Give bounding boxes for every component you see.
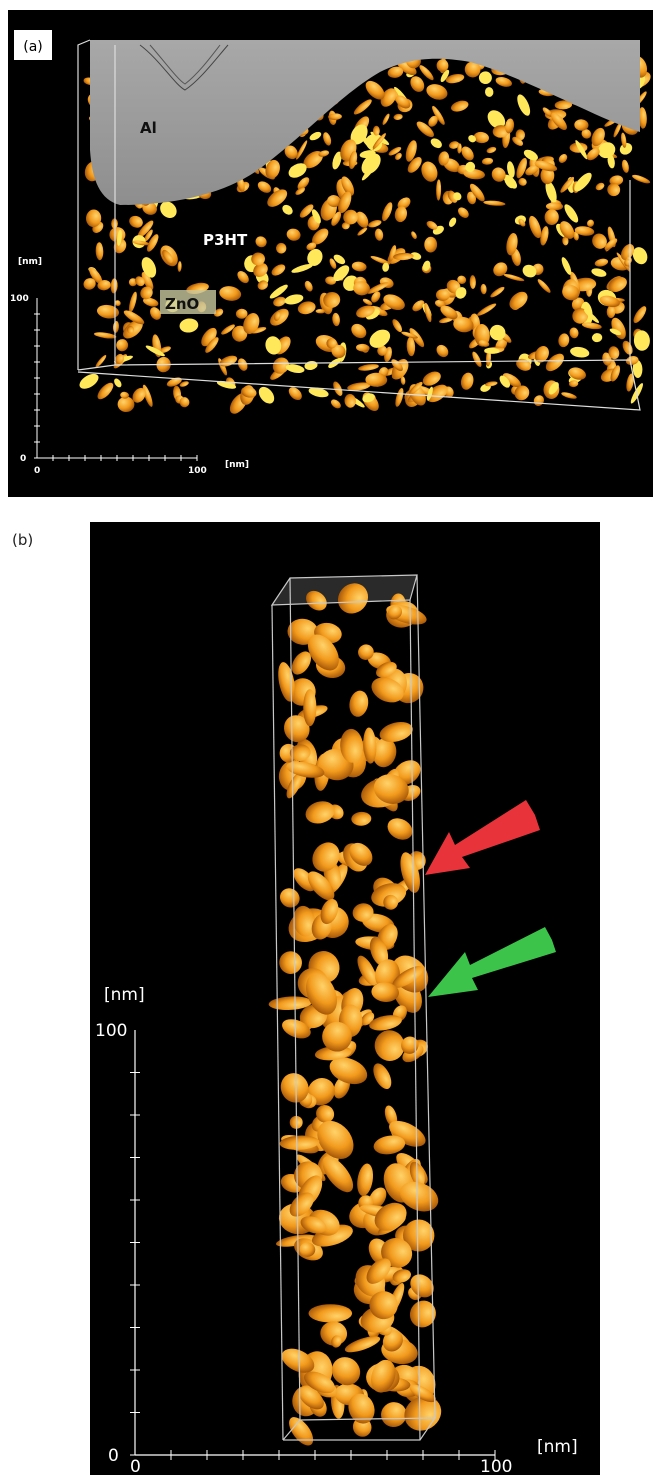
x-axis-right: 100 bbox=[480, 1457, 512, 1475]
x-axis-unit: [nm] bbox=[537, 1437, 578, 1457]
x-axis-left: 0 bbox=[34, 466, 40, 476]
x-axis-unit: [nm] bbox=[225, 460, 249, 470]
y-axis-top: 100 bbox=[95, 1021, 127, 1041]
panel-label: (a) bbox=[23, 39, 43, 55]
y-axis-unit: [nm] bbox=[18, 257, 42, 267]
panel-label: (b) bbox=[12, 531, 33, 549]
page: (a) Al P3HT ZnO [nm] 100 0 0 100 [nm] (b… bbox=[0, 0, 661, 1475]
region-label: ZnO bbox=[165, 295, 199, 313]
donor-acceptor-domain bbox=[607, 306, 616, 318]
y-axis-top: 100 bbox=[10, 294, 29, 304]
region-label: Al bbox=[140, 119, 157, 137]
y-axis-bottom: 0 bbox=[108, 1446, 119, 1466]
x-axis-right: 100 bbox=[188, 466, 207, 476]
zno-domain bbox=[308, 1304, 352, 1322]
y-axis-bottom: 0 bbox=[20, 454, 26, 464]
y-axis-unit: [nm] bbox=[104, 985, 145, 1005]
region-label: P3HT bbox=[203, 231, 248, 249]
zno-domain bbox=[303, 689, 316, 726]
x-axis-left: 0 bbox=[130, 1457, 141, 1475]
figure: (a) Al P3HT ZnO [nm] 100 0 0 100 [nm] (b… bbox=[0, 0, 661, 1475]
